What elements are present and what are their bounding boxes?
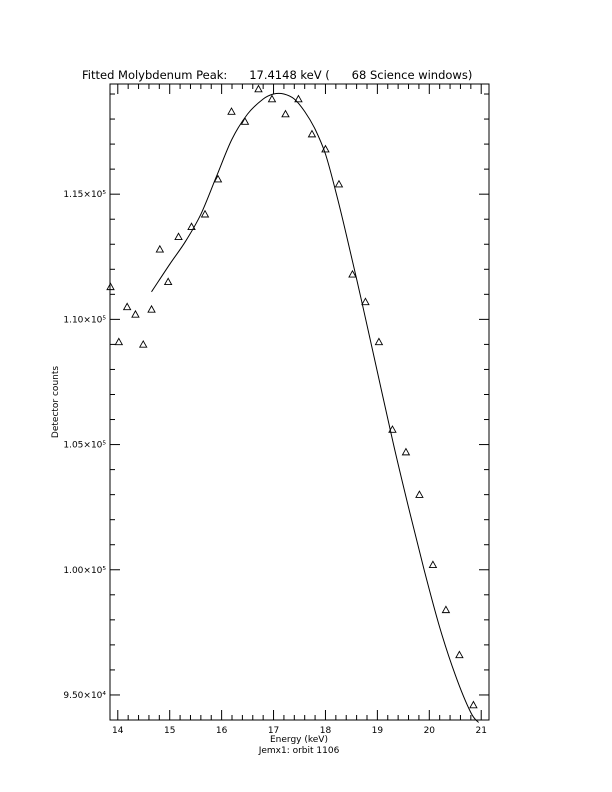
data-point-triangle	[200, 209, 210, 218]
data-point-triangle	[388, 425, 397, 433]
x-tick-label: 21	[475, 726, 486, 736]
data-point-triangle	[469, 700, 478, 709]
data-point-triangle	[294, 94, 303, 103]
y-tick-label: 1.05×10⁵	[63, 441, 106, 451]
data-point-triangle	[334, 179, 344, 188]
data-point-triangle	[163, 277, 173, 286]
data-point-triangle	[307, 129, 317, 138]
x-tick-label: 14	[112, 726, 124, 736]
x-axis-label: Energy (keV)	[270, 735, 328, 745]
data-point-triangle	[401, 447, 411, 456]
x-tick-label: 15	[164, 726, 175, 736]
data-point-triangle	[267, 94, 277, 103]
x-tick-label: 16	[216, 726, 228, 736]
data-point-triangle	[213, 174, 223, 183]
x-tick-label: 17	[268, 726, 279, 736]
data-point-triangle	[240, 117, 250, 125]
x-tick-label: 20	[424, 726, 436, 736]
fit-curve	[151, 92, 479, 723]
data-point-triangle	[106, 282, 115, 291]
x-tick-label: 18	[320, 726, 332, 736]
data-point-triangle	[441, 605, 451, 614]
data-point-triangle	[348, 269, 357, 278]
data-point-triangle	[122, 302, 132, 311]
data-point-triangle	[147, 304, 156, 313]
y-tick-labels: 9.50×10⁴ 1.00×10⁵ 1.05×10⁵ 1.10×10⁵ 1.15×10⁵	[63, 190, 106, 701]
y-tick-label: 1.15×10⁵	[63, 190, 106, 200]
plot-frame	[109, 83, 490, 721]
data-point-triangle	[428, 560, 438, 569]
data-point-triangle	[155, 244, 165, 253]
data-point-triangle	[321, 144, 330, 153]
data-point-triangle	[138, 339, 148, 348]
y-axis-label: Detector counts	[51, 366, 61, 438]
data-point-triangle	[254, 84, 263, 93]
chart-title: Fitted Molybdenum Peak: 17.4148 keV ( 68…	[82, 68, 472, 82]
y-tick-label: 1.00×10⁵	[63, 566, 106, 576]
x-tick-labels: 14 15 16 17 18 19 20 21	[112, 726, 487, 736]
data-point-triangle	[114, 337, 124, 346]
data-points	[106, 84, 478, 709]
data-point-triangle	[361, 297, 370, 306]
x-tick-label: 19	[372, 726, 384, 736]
axis-ticks	[110, 84, 489, 721]
data-point-triangle	[281, 109, 290, 118]
data-point-triangle	[415, 490, 424, 498]
data-point-triangle	[187, 222, 196, 230]
data-point-triangle	[174, 232, 183, 240]
data-point-triangle	[374, 337, 384, 346]
chart-subtitle: Jemx1: orbit 1106	[258, 746, 340, 756]
data-point-triangle	[455, 650, 464, 659]
data-point-triangle	[227, 107, 236, 115]
data-point-triangle	[131, 309, 140, 318]
y-tick-label: 1.10×10⁵	[63, 315, 106, 325]
y-tick-label: 9.50×10⁴	[63, 691, 106, 701]
